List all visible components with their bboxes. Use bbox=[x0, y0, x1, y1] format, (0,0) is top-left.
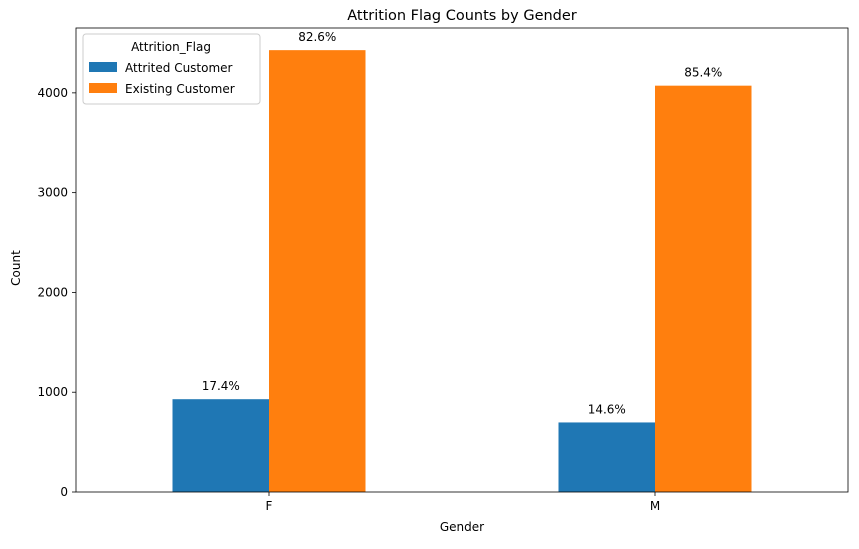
plot-area: 17.4% 14.6% 82.6% 85.4% 0 1000 2000 3000 4000 F M bbox=[37, 27, 849, 513]
data-label: 17.4% bbox=[202, 379, 240, 393]
legend-label-0: Attrited Customer bbox=[125, 61, 233, 75]
y-tick-label: 3000 bbox=[37, 186, 68, 200]
legend-title: Attrition_Flag bbox=[131, 40, 211, 54]
x-axis-label: Gender bbox=[440, 520, 484, 534]
y-tick-label: 2000 bbox=[37, 285, 68, 299]
legend-swatch-1 bbox=[89, 83, 117, 93]
data-label: 14.6% bbox=[588, 402, 626, 416]
bar-f-series-0 bbox=[172, 399, 269, 492]
y-tick-label: 4000 bbox=[37, 86, 68, 100]
y-tick-label: 1000 bbox=[37, 385, 68, 399]
data-label: 82.6% bbox=[298, 30, 336, 44]
bar-f-series-1 bbox=[269, 50, 366, 493]
bar-m-series-0 bbox=[558, 422, 655, 492]
x-tick-label: M bbox=[650, 499, 660, 513]
bar-m-series-1 bbox=[655, 85, 752, 493]
y-tick-label: 0 bbox=[60, 485, 68, 499]
chart-title: Attrition Flag Counts by Gender bbox=[347, 8, 577, 24]
x-tick-label: F bbox=[266, 499, 273, 513]
legend-box bbox=[82, 33, 261, 105]
data-label: 85.4% bbox=[684, 66, 722, 80]
legend: Attrition_Flag Attrited Customer Existing … bbox=[82, 33, 261, 105]
y-axis-label: Count bbox=[9, 250, 23, 286]
legend-swatch-0 bbox=[89, 62, 117, 72]
plot-frame bbox=[75, 27, 849, 493]
legend-label-1: Existing Customer bbox=[125, 82, 235, 96]
